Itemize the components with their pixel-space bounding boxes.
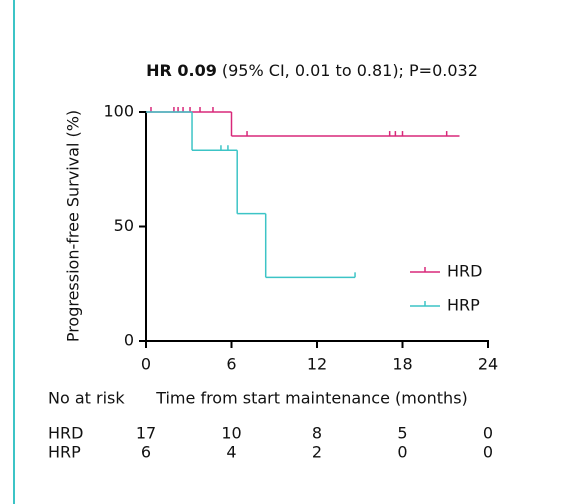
x-tick-label: 12 — [307, 355, 327, 374]
risk-table-label: No at risk — [48, 389, 125, 408]
risk-count: 8 — [312, 424, 322, 443]
risk-row-label: HRD — [48, 424, 83, 443]
risk-count: 0 — [483, 443, 493, 462]
y-tick-label: 100 — [103, 102, 134, 121]
x-tick-label: 0 — [141, 355, 151, 374]
y-tick-label: 0 — [124, 331, 134, 350]
chart-title: HR 0.09 (95% CI, 0.01 to 0.81); P=0.032 — [146, 61, 478, 80]
risk-count: 2 — [312, 443, 322, 462]
risk-count: 4 — [226, 443, 236, 462]
x-tick-label: 6 — [226, 355, 236, 374]
legend-label: HRP — [447, 296, 480, 315]
x-tick-label: 18 — [392, 355, 412, 374]
risk-count: 0 — [483, 424, 493, 443]
risk-count: 17 — [136, 424, 156, 443]
y-axis-label: Progression-free Survival (%) — [64, 110, 83, 342]
x-axis-label: Time from start maintenance (months) — [155, 389, 468, 408]
x-tick-label: 24 — [478, 355, 498, 374]
title-bold: HR 0.09 — [146, 61, 217, 80]
risk-count: 5 — [397, 424, 407, 443]
risk-count: 6 — [141, 443, 151, 462]
risk-count: 10 — [221, 424, 241, 443]
title-rest: (95% CI, 0.01 to 0.81); P=0.032 — [222, 61, 478, 80]
legend-label: HRD — [447, 262, 482, 281]
risk-row-label: HRP — [48, 443, 81, 462]
risk-count: 0 — [397, 443, 407, 462]
y-tick-label: 50 — [114, 216, 134, 235]
